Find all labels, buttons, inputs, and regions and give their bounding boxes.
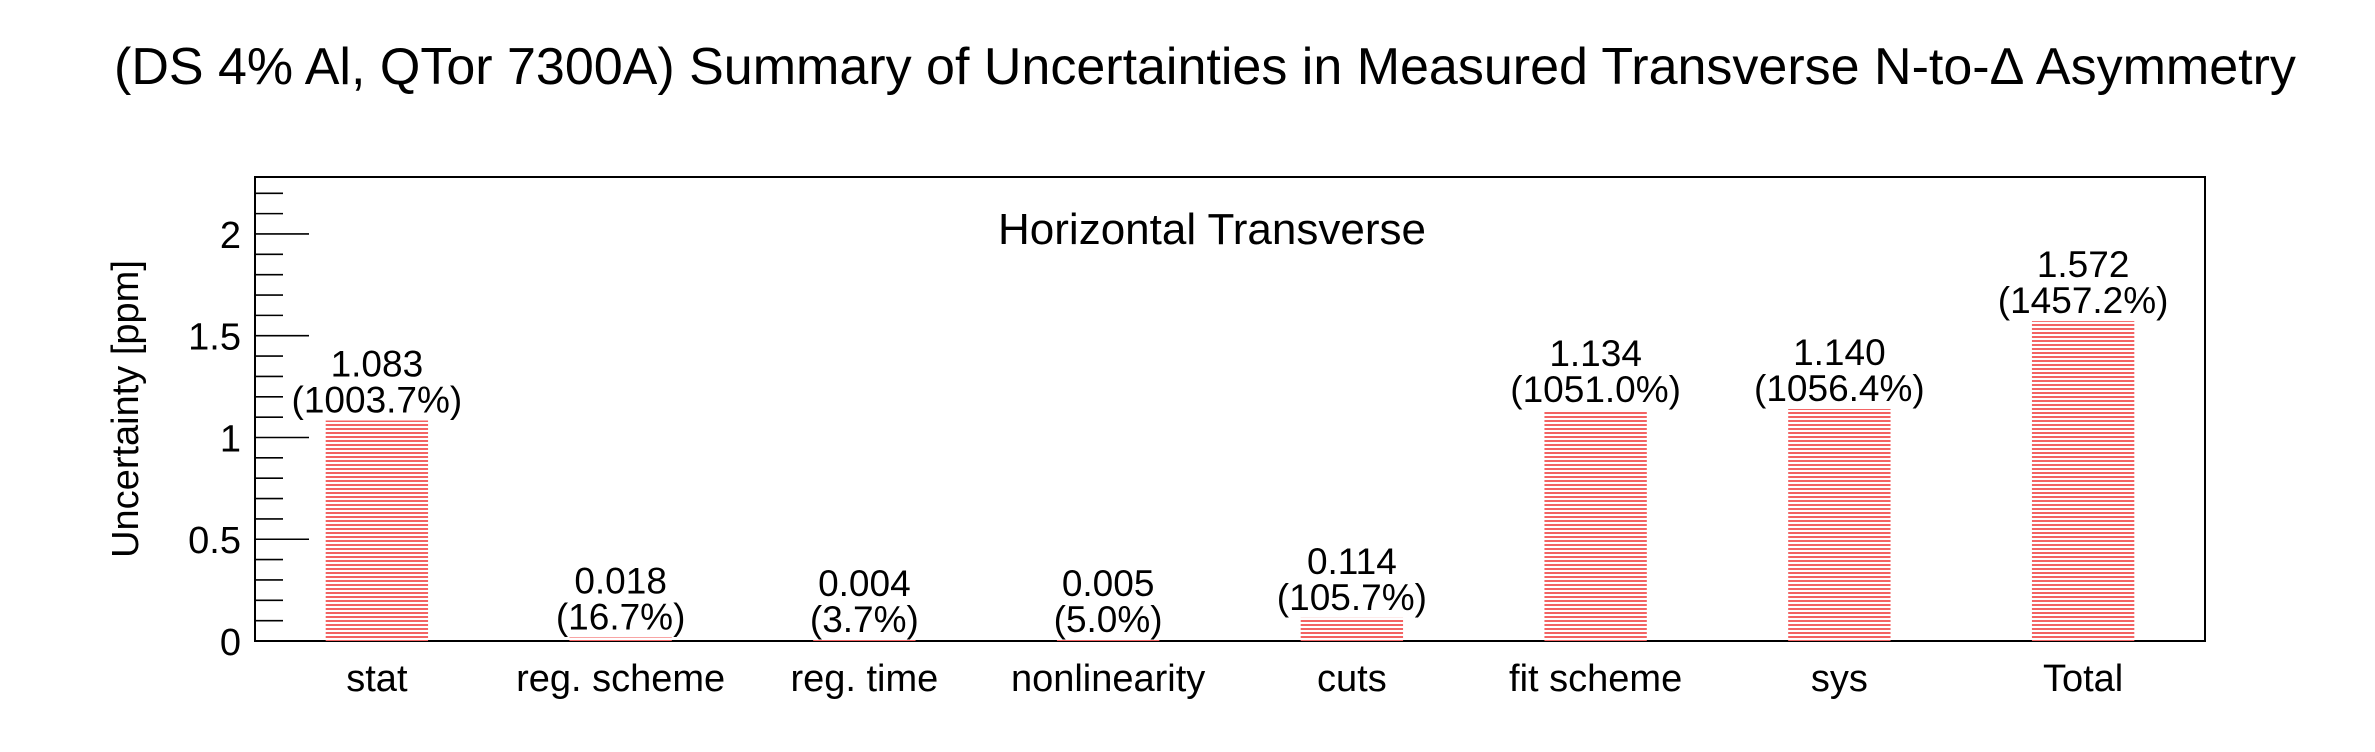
y-tick-label: 2 <box>220 215 241 257</box>
plot-frame <box>254 176 2206 642</box>
bar-value-label: 1.134 <box>1549 333 1642 374</box>
bar-value-label: 1.083 <box>331 344 424 385</box>
x-tick-label: Total <box>2043 658 2123 700</box>
x-axis: stat reg. scheme reg. time nonlinearity cuts… <box>346 658 2123 700</box>
bar-percent-label: (1457.2%) <box>1998 280 2169 321</box>
bars-group <box>325 321 2135 641</box>
y-tick-label: 0.5 <box>188 520 241 562</box>
bar <box>2031 321 2135 641</box>
bar <box>1788 409 1891 641</box>
x-tick-label: reg. scheme <box>516 658 725 700</box>
bar-labels-group: 1.083(1003.7%) 0.018(16.7%) 0.004(3.7%) 0.0… <box>292 244 2169 640</box>
bar-percent-label: (3.7%) <box>810 599 919 640</box>
bar-value-label: 0.004 <box>818 563 911 604</box>
bar <box>1300 617 1404 641</box>
x-tick-label: cuts <box>1317 658 1387 700</box>
y-tick-label: 1 <box>220 418 241 460</box>
bar-percent-label: (105.7%) <box>1277 577 1427 618</box>
bar <box>1056 639 1160 641</box>
chart-annotation: Horizontal Transverse <box>998 205 1426 254</box>
bar-value-label: 1.140 <box>1793 332 1886 373</box>
bar-percent-label: (16.7%) <box>556 596 686 637</box>
x-tick-label: fit scheme <box>1509 658 1682 700</box>
bar-value-label: 1.572 <box>2037 244 2130 285</box>
y-axis-label: Uncertainty [ppm] <box>105 260 147 558</box>
bar <box>569 637 672 641</box>
x-tick-label: nonlinearity <box>1011 658 1205 700</box>
chart-title: (DS 4% Al, QTor 7300A) Summary of Uncert… <box>114 38 2296 96</box>
bar <box>813 640 916 641</box>
x-tick-label: stat <box>346 658 408 700</box>
y-axis: 0 0.5 1 1.5 2 <box>188 192 309 664</box>
bar-percent-label: (1056.4%) <box>1754 368 1925 409</box>
bar <box>325 420 429 641</box>
bar-value-label: 0.018 <box>574 560 667 601</box>
bar-percent-label: (1003.7%) <box>292 380 463 421</box>
y-tick-label: 1.5 <box>188 317 241 359</box>
bar-value-label: 0.005 <box>1062 563 1155 604</box>
y-tick-label: 0 <box>220 622 241 664</box>
x-tick-label: reg. time <box>790 658 938 700</box>
x-tick-label: sys <box>1811 658 1868 700</box>
bar-percent-label: (5.0%) <box>1054 599 1163 640</box>
bar <box>1544 410 1647 641</box>
bar-value-label: 0.114 <box>1307 541 1397 582</box>
bar-percent-label: (1051.0%) <box>1510 369 1681 410</box>
